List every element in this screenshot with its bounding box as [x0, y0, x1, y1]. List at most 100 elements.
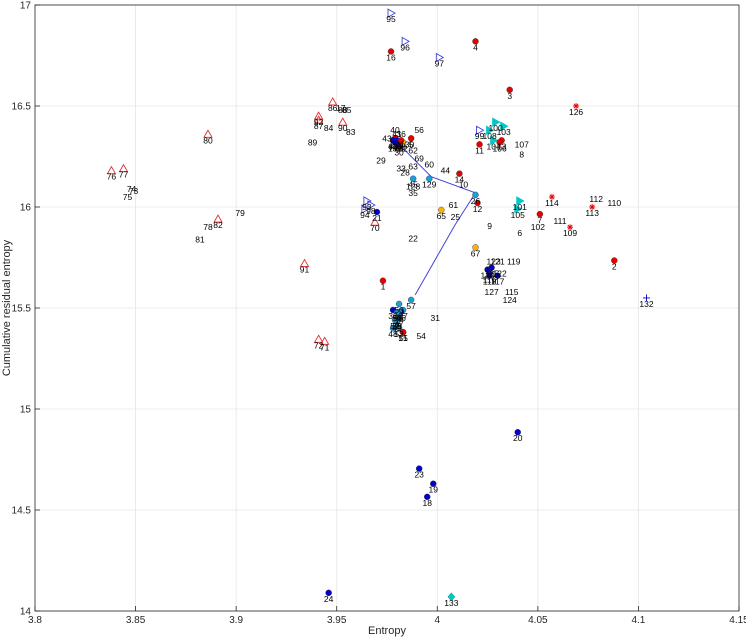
x-tick-label: 4.05 [528, 615, 548, 626]
point-label-42: 42 [388, 141, 398, 151]
point-label-70: 70 [370, 223, 380, 233]
point-label-58: 58 [392, 313, 402, 323]
point-label-64: 64 [394, 143, 404, 153]
point-label-69: 69 [414, 153, 424, 163]
point-label-90: 90 [338, 123, 348, 133]
point-label-97: 97 [435, 59, 445, 69]
point-label-107: 107 [515, 139, 529, 149]
point-label-129: 129 [422, 180, 436, 190]
point-label-24: 24 [324, 594, 334, 604]
point-label-28: 28 [400, 168, 410, 178]
point-label-132: 132 [639, 299, 653, 309]
data-point-114 [548, 193, 555, 200]
point-label-22: 22 [408, 233, 418, 243]
point-label-47: 47 [394, 319, 404, 329]
point-label-40: 40 [390, 125, 400, 135]
data-point-5 [407, 135, 415, 142]
data-point-76 [106, 165, 117, 175]
data-point-7 [536, 210, 544, 218]
point-label-96: 96 [400, 42, 410, 52]
point-label-38: 38 [388, 311, 398, 321]
point-label-55: 55 [394, 313, 404, 323]
point-label-128: 128 [406, 182, 420, 192]
point-label-94: 94 [360, 210, 370, 220]
data-point-67 [472, 244, 479, 251]
point-label-5: 5 [409, 139, 414, 149]
data-point-80 [203, 129, 213, 138]
point-label-53: 53 [394, 329, 404, 339]
point-label-113: 113 [585, 208, 599, 218]
data-point-97 [435, 52, 445, 63]
data-point-104 [490, 135, 499, 146]
x-tick-label: 4 [435, 615, 441, 626]
data-point-98 [367, 200, 376, 210]
point-label-49: 49 [392, 323, 402, 333]
data-point-86 [327, 97, 338, 106]
point-label-52: 52 [390, 321, 400, 331]
point-label-27: 27 [390, 139, 400, 149]
point-label-88: 88 [338, 105, 348, 115]
point-label-14: 14 [455, 175, 465, 185]
point-label-6: 6 [517, 228, 522, 238]
x-tick-label: 3.85 [126, 615, 146, 626]
point-label-7: 7 [538, 215, 543, 225]
point-label-56: 56 [414, 125, 424, 135]
point-label-84: 84 [324, 123, 334, 133]
point-label-45: 45 [408, 180, 418, 190]
point-label-4: 4 [473, 42, 478, 52]
point-label-41: 41 [392, 129, 402, 139]
data-point-118 [486, 272, 493, 279]
data-point-57 [407, 296, 415, 304]
data-point-70 [370, 217, 380, 226]
y-tick-label: 16 [20, 203, 32, 214]
point-label-124: 124 [503, 295, 517, 305]
y-axis-label: Cumulative residual entropy [1, 239, 13, 376]
data-point-90 [337, 117, 348, 126]
point-label-46: 46 [396, 313, 406, 323]
point-label-66: 66 [388, 141, 398, 151]
point-label-21: 21 [372, 213, 382, 223]
point-label-82: 82 [213, 220, 223, 230]
point-label-108: 108 [482, 131, 496, 141]
point-label-10: 10 [459, 180, 469, 190]
data-point-108 [486, 125, 495, 136]
point-label-57: 57 [406, 301, 416, 311]
point-label-43: 43 [382, 133, 392, 143]
point-label-119: 119 [507, 256, 521, 266]
point-label-105: 105 [511, 210, 525, 220]
data-point-11 [476, 141, 483, 148]
data-point-93 [363, 196, 372, 206]
point-label-93: 93 [362, 202, 372, 212]
point-label-32: 32 [398, 143, 408, 153]
data-point-58 [393, 308, 401, 316]
data-point-133 [447, 592, 456, 602]
point-label-110: 110 [608, 198, 622, 208]
x-tick-label: 4.15 [729, 615, 746, 626]
x-tick-labels: 3.8 3.85 3.9 3.95 4 4.05 4.1 4.15 [28, 606, 746, 626]
point-label-89: 89 [308, 137, 318, 147]
point-label-29: 29 [376, 155, 386, 165]
x-tick-label: 4.1 [631, 615, 645, 626]
point-label-50: 50 [394, 305, 404, 315]
data-point-113 [589, 204, 596, 210]
data-point-2 [611, 257, 618, 264]
data-point-126 [573, 103, 580, 109]
point-label-37: 37 [398, 311, 408, 321]
point-label-85: 85 [342, 105, 352, 115]
y-tick-labels: 14 14.5 15 15.5 16 16.5 17 [12, 1, 40, 618]
point-label-73: 73 [129, 186, 139, 196]
point-label-87: 87 [314, 121, 324, 131]
point-label-33: 33 [396, 164, 406, 174]
point-label-102: 102 [531, 222, 545, 232]
point-label-11: 11 [475, 145, 484, 155]
data-point-23 [415, 465, 423, 472]
point-label-104: 104 [487, 141, 501, 151]
y-tick-label: 16.5 [12, 102, 32, 113]
point-label-126: 126 [569, 107, 583, 117]
data-point-19 [430, 480, 437, 487]
point-label-92: 92 [314, 117, 324, 127]
point-label-36: 36 [396, 129, 406, 139]
data-point-14 [456, 170, 463, 177]
point-label-116: 116 [483, 275, 497, 285]
y-tick-label: 15.5 [12, 304, 32, 315]
